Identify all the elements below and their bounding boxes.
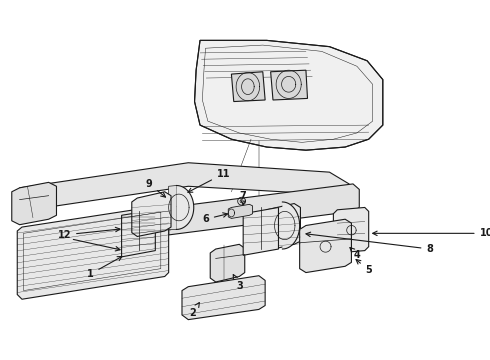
Text: 5: 5 <box>356 260 372 275</box>
Text: 4: 4 <box>350 248 360 260</box>
Polygon shape <box>282 202 299 249</box>
Polygon shape <box>12 183 56 225</box>
Text: 2: 2 <box>189 303 199 318</box>
Text: 11: 11 <box>188 169 230 192</box>
Polygon shape <box>169 185 176 229</box>
Polygon shape <box>182 276 265 320</box>
Polygon shape <box>176 185 194 229</box>
Text: 8: 8 <box>306 232 433 254</box>
Polygon shape <box>20 163 349 211</box>
Polygon shape <box>261 203 300 251</box>
Polygon shape <box>17 205 169 299</box>
Polygon shape <box>132 192 171 237</box>
Polygon shape <box>195 40 383 150</box>
Polygon shape <box>122 251 162 276</box>
Text: 10: 10 <box>373 228 490 238</box>
Polygon shape <box>169 184 359 235</box>
Polygon shape <box>210 244 245 282</box>
Text: 6: 6 <box>202 213 227 224</box>
Text: 12: 12 <box>57 227 120 240</box>
Text: 3: 3 <box>233 275 243 291</box>
Text: 7: 7 <box>240 191 246 204</box>
Polygon shape <box>243 207 278 255</box>
Polygon shape <box>231 72 265 102</box>
Polygon shape <box>270 70 308 100</box>
Polygon shape <box>300 219 351 273</box>
Polygon shape <box>333 207 368 253</box>
Text: 1: 1 <box>87 256 122 279</box>
Text: 9: 9 <box>146 179 166 197</box>
Polygon shape <box>122 210 155 257</box>
Polygon shape <box>228 204 252 219</box>
